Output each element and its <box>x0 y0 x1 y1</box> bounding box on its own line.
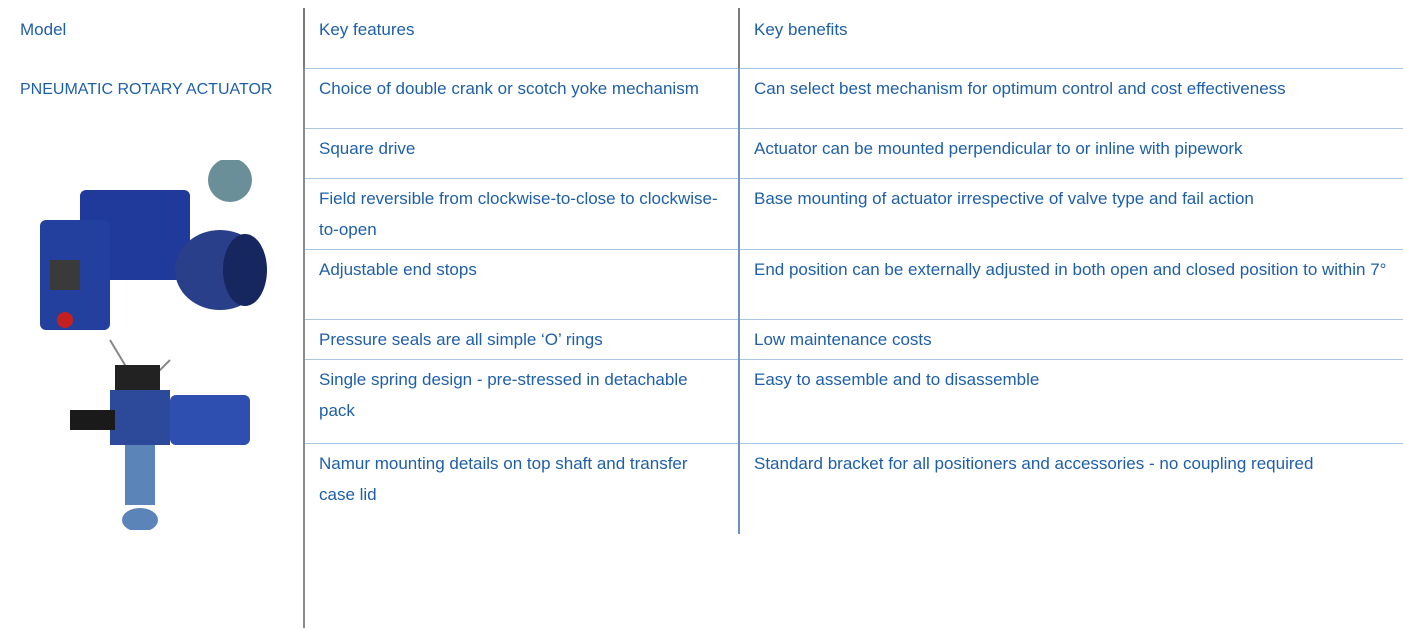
benefit-cell: Easy to assemble and to disassemble <box>738 359 1403 444</box>
feature-cell: Field reversible from clockwise-to-close… <box>303 178 739 250</box>
header-divider <box>738 8 740 68</box>
table-row: Field reversible from clockwise-to-close… <box>303 178 1403 250</box>
feature-cell: Single spring design - pre-stressed in d… <box>303 359 739 444</box>
benefit-cell: Low maintenance costs <box>738 319 1403 360</box>
model-name: PNEUMATIC ROTARY ACTUATOR <box>20 81 273 98</box>
header-cell: Key benefits <box>754 20 848 39</box>
product-images <box>40 160 267 530</box>
actuator-image-2 <box>70 365 250 530</box>
benefit-cell: Base mounting of actuator irrespective o… <box>738 178 1403 250</box>
table-row: Adjustable end stops End position can be … <box>303 249 1403 320</box>
table-row: Namur mounting details on top shaft and … <box>303 443 1403 534</box>
actuator-image-1 <box>40 160 267 392</box>
column-divider <box>303 68 305 628</box>
feature-cell: Choice of double crank or scotch yoke me… <box>303 68 739 129</box>
header-cell: Model <box>20 20 67 39</box>
header-cell: Key features <box>319 20 415 39</box>
feature-cell: Pressure seals are all simple ‘O’ rings <box>303 319 739 360</box>
feature-cell: Adjustable end stops <box>303 249 739 320</box>
feature-cell: Namur mounting details on top shaft and … <box>303 443 739 534</box>
benefit-cell: Can select best mechanism for optimum co… <box>738 68 1403 129</box>
table-row: Single spring design - pre-stressed in d… <box>303 359 1403 444</box>
table-row: Pressure seals are all simple ‘O’ rings L… <box>303 319 1403 360</box>
feature-table: Choice of double crank or scotch yoke me… <box>303 68 1403 534</box>
benefit-cell: End position can be externally adjusted … <box>738 249 1403 320</box>
table-row: Choice of double crank or scotch yoke me… <box>303 68 1403 129</box>
table-row: Square drive Actuator can be mounted perp… <box>303 128 1403 179</box>
header-divider <box>303 8 305 68</box>
feature-cell: Square drive <box>303 128 739 179</box>
benefit-cell: Standard bracket for all positioners and… <box>738 443 1403 534</box>
benefit-cell: Actuator can be mounted perpendicular to… <box>738 128 1403 179</box>
